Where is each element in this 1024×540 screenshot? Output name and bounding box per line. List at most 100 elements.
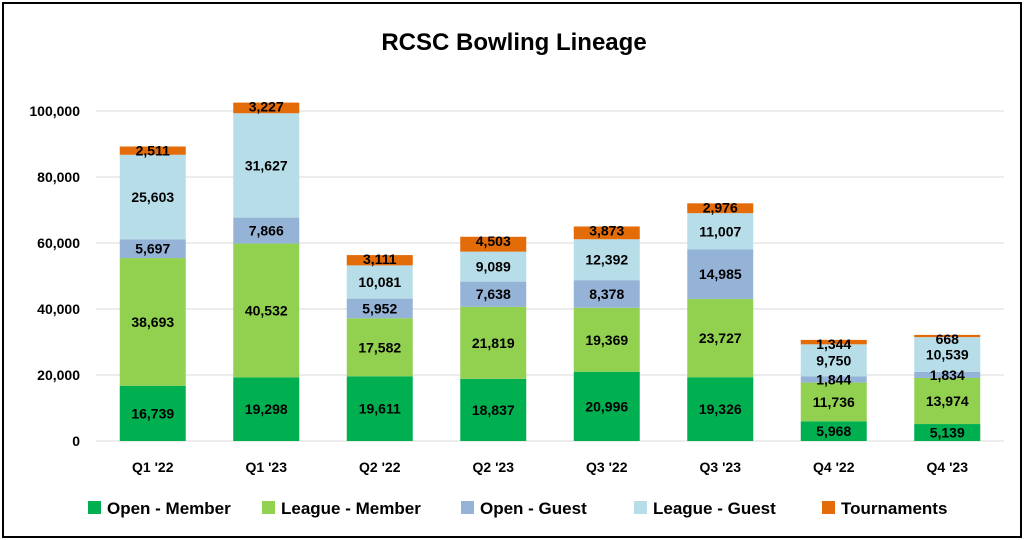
legend-label: Open - Member (107, 499, 231, 518)
bar-segment (233, 102, 300, 114)
bar-segment (573, 280, 640, 308)
bar-segment (687, 298, 754, 378)
x-tick-label: Q2 '23 (473, 459, 515, 475)
data-label: 14,985 (699, 266, 742, 282)
legend-item: Open - Guest (461, 499, 587, 518)
bars: 16,739 38,693 5,697 25,603 2,511 19,298 40,532… (119, 99, 981, 441)
legend-swatch (634, 501, 647, 514)
data-label: 40,532 (245, 302, 288, 318)
data-label: 2,976 (703, 199, 738, 215)
data-label: 4,503 (476, 233, 511, 249)
bar-segment (687, 203, 754, 214)
data-label: 2,511 (136, 142, 170, 158)
bar-segment (346, 298, 413, 319)
bar-segment (346, 265, 413, 299)
data-label: 5,697 (135, 241, 170, 257)
bar-segment (800, 421, 867, 441)
bar-group: 18,837 21,819 7,638 9,089 4,503 (460, 233, 527, 441)
bar-group: 19,326 23,727 14,985 11,007 2,976 (687, 199, 754, 441)
bar-segment (687, 249, 754, 299)
bar-segment (233, 377, 300, 441)
bar-segment (233, 243, 300, 378)
bar-segment (346, 376, 413, 441)
data-label: 3,873 (589, 222, 624, 238)
data-label: 9,750 (816, 352, 851, 368)
data-label: 10,539 (926, 346, 969, 362)
bar-segment (914, 377, 981, 425)
data-label: 31,627 (245, 157, 288, 173)
bar-segment (800, 339, 867, 345)
bar-segment (687, 377, 754, 441)
data-label: 21,819 (472, 335, 515, 351)
data-label: 23,727 (699, 330, 742, 346)
bar-segment (119, 239, 186, 259)
data-label: 20,996 (585, 398, 628, 414)
bar-segment (800, 344, 867, 377)
legend-item: Tournaments (822, 499, 947, 518)
chart-title: RCSC Bowling Lineage (381, 29, 646, 56)
x-tick-label: Q2 '22 (359, 459, 401, 475)
data-label: 17,582 (358, 339, 401, 355)
bar-segment (914, 371, 981, 378)
data-label: 18,837 (472, 402, 515, 418)
bar-segment (914, 334, 981, 338)
legend-swatch (822, 501, 835, 514)
bar-segment (460, 236, 527, 252)
data-label: 19,326 (699, 401, 742, 417)
x-axis: Q1 '22 Q1 '23 Q2 '22 Q2 '23 Q3 '22 Q3 '23 Q4 '… (132, 459, 968, 475)
bar-segment (914, 337, 981, 372)
y-tick-label: 0 (72, 433, 80, 449)
bar-segment (800, 376, 867, 383)
x-tick-label: Q4 '23 (927, 459, 969, 475)
data-label: 19,369 (585, 332, 628, 348)
legend-label: Tournaments (841, 499, 947, 518)
bar-segment (119, 385, 186, 441)
data-label: 7,866 (249, 223, 284, 239)
bar-group: 16,739 38,693 5,697 25,603 2,511 (119, 142, 186, 441)
data-label: 1,834 (930, 367, 965, 383)
x-tick-label: Q4 '22 (813, 459, 855, 475)
bar-segment (460, 281, 527, 307)
data-label: 13,974 (926, 393, 969, 409)
legend-label: League - Member (281, 499, 421, 518)
x-tick-label: Q1 '23 (246, 459, 288, 475)
bar-segment (233, 113, 300, 218)
x-tick-label: Q3 '23 (700, 459, 742, 475)
legend-label: Open - Guest (480, 499, 587, 518)
bar-segment (687, 213, 754, 250)
data-label: 10,081 (358, 274, 401, 290)
bar-segment (460, 251, 527, 282)
bar-segment (346, 318, 413, 377)
data-label: 3,111 (363, 251, 397, 267)
data-label: 19,298 (245, 401, 288, 417)
stacked-bar-chart: RCSC Bowling Lineage 0 20,000 40,000 60,000… (29, 29, 1004, 518)
data-label: 5,952 (362, 300, 397, 316)
bar-segment (119, 146, 186, 155)
x-tick-label: Q3 '22 (586, 459, 628, 475)
y-tick-label: 20,000 (37, 367, 80, 383)
data-label: 7,638 (476, 286, 511, 302)
data-label: 16,739 (131, 405, 174, 421)
bar-segment (800, 382, 867, 422)
data-label: 38,693 (131, 314, 174, 330)
bar-group: 19,611 17,582 5,952 10,081 3,111 (346, 251, 413, 441)
data-label: 8,378 (589, 286, 624, 302)
y-tick-label: 80,000 (37, 169, 80, 185)
y-tick-label: 100,000 (29, 103, 80, 119)
legend-item: Open - Member (88, 499, 231, 518)
bar-segment (119, 154, 186, 240)
data-label: 11,007 (699, 223, 741, 239)
legend-swatch (461, 501, 474, 514)
y-axis: 0 20,000 40,000 60,000 80,000 100,000 (29, 103, 80, 449)
data-label: 1,844 (816, 372, 851, 388)
bar-segment (573, 226, 640, 240)
bar-group: 20,996 19,369 8,378 12,392 3,873 (573, 222, 640, 441)
data-label: 9,089 (476, 259, 511, 275)
legend-swatch (262, 501, 275, 514)
data-label: 19,611 (359, 401, 401, 417)
bar-segment (573, 239, 640, 281)
legend: Open - Member League - Member Open - Guest… (88, 499, 947, 518)
